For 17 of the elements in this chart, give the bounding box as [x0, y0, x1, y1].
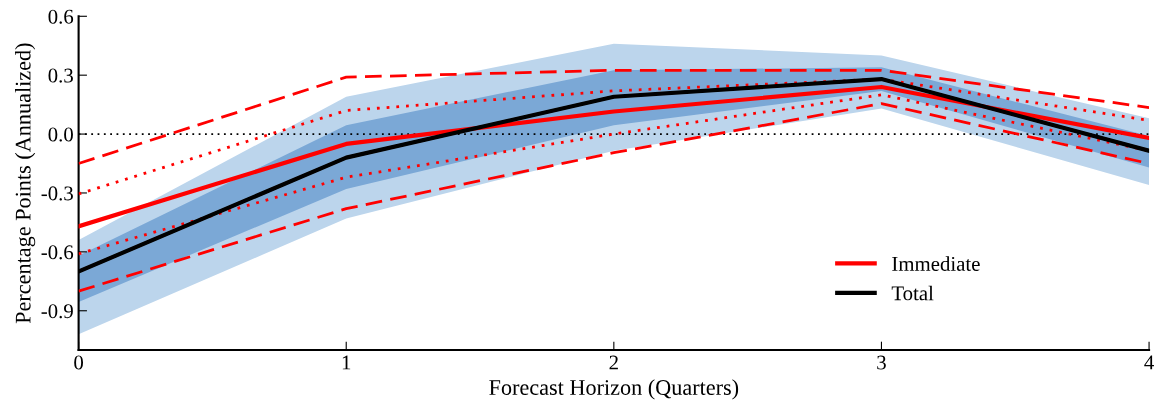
y-tick-label: -0.3 [41, 186, 73, 201]
x-tick-label: 3 [877, 355, 886, 370]
x-axis-title: Forecast Horizon (Quarters) [489, 379, 739, 400]
legend-label: Total [891, 285, 934, 301]
line-series [78, 84, 1150, 229]
y-tick-label: 0.6 [48, 9, 74, 24]
y-tick-label: 0.0 [48, 127, 73, 142]
y-tick-label: 0.3 [48, 68, 73, 83]
y-tick-label: -0.9 [41, 304, 73, 319]
x-tick-label: 0 [74, 355, 84, 370]
legend-label: Immediate [892, 256, 980, 271]
x-tick-label: 2 [609, 355, 618, 370]
y-tick-label: -0.6 [41, 245, 74, 260]
x-tick-label: 1 [342, 355, 351, 370]
line-series [78, 68, 1150, 165]
x-tick-label: 4 [1144, 355, 1154, 370]
y-axis-title: Percentage Points (Annualized) [15, 43, 36, 324]
